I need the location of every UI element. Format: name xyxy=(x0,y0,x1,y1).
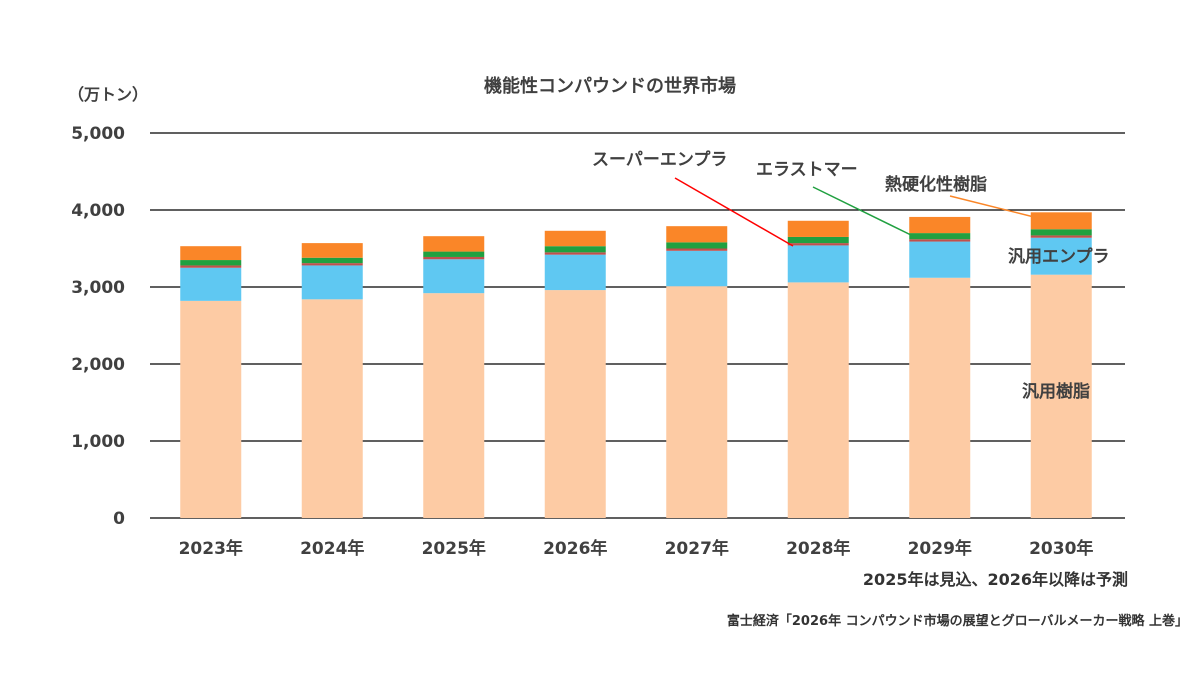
bar-segment-general-engplastic xyxy=(180,267,242,301)
y-tick-label: 0 xyxy=(113,509,125,529)
y-tick-label: 3,000 xyxy=(71,278,125,298)
bar-segment-super-engplastic xyxy=(787,243,849,246)
series-label: エラストマー xyxy=(756,160,858,180)
series-label: スーパーエンプラ xyxy=(592,149,727,170)
x-tick-label: 2025年 xyxy=(422,538,486,559)
x-tick-label: 2024年 xyxy=(300,538,364,559)
bar-segment-elastomer xyxy=(180,260,242,266)
bar-segment-elastomer xyxy=(666,242,728,249)
source-note: 富士経済「2026年 コンパウンド市場の展望とグローバルメーカー戦略 上巻」 xyxy=(727,613,1188,629)
x-tick-label: 2026年 xyxy=(543,538,607,559)
bar-segment-general-resin xyxy=(544,290,606,518)
bar-segment-general-engplastic xyxy=(666,250,728,287)
bar-segment-general-engplastic xyxy=(909,241,971,278)
bar-segment-thermoset xyxy=(666,226,728,243)
y-tick-label: 1,000 xyxy=(71,432,125,452)
series-annotations: スーパーエンプラエラストマー熱硬化性樹脂汎用エンプラ汎用樹脂 xyxy=(592,149,1110,402)
bar-segment-general-resin xyxy=(666,286,728,518)
bar-segment-thermoset xyxy=(423,236,485,252)
series-label: 汎用エンプラ xyxy=(1008,246,1110,267)
bar-segment-elastomer xyxy=(787,236,849,244)
bar-segment-general-resin xyxy=(787,282,849,518)
series-label: 熱硬化性樹脂 xyxy=(885,174,987,195)
bar-segment-thermoset xyxy=(909,216,971,234)
bar-segment-thermoset xyxy=(787,220,849,237)
y-axis-ticks: 0 1,000 2,000 3,000 4,000 5,000 xyxy=(71,124,125,529)
bar-segment-thermoset xyxy=(180,246,242,261)
forecast-note: 2025年は見込、2026年以降は予測 xyxy=(863,570,1128,589)
bar-segment-super-engplastic xyxy=(423,256,485,260)
bar-segment-general-engplastic xyxy=(544,254,606,291)
bar-segment-elastomer xyxy=(909,233,971,240)
bar-segment-general-resin xyxy=(909,277,971,518)
annotation-leader-line xyxy=(674,177,794,247)
chart-title: 機能性コンパウンドの世界市場 xyxy=(484,75,736,97)
x-tick-label: 2029年 xyxy=(908,538,972,559)
bar-segment-super-engplastic xyxy=(909,239,971,242)
bar-segment-elastomer xyxy=(423,251,485,257)
bar-segment-general-engplastic xyxy=(1030,237,1092,275)
bar-segment-super-engplastic xyxy=(180,265,242,268)
bar-segment-elastomer xyxy=(301,257,363,264)
bar-segment-super-engplastic xyxy=(544,252,606,255)
bar-segment-general-resin xyxy=(1030,274,1092,518)
bar-segment-thermoset xyxy=(301,243,363,258)
bar-segment-super-engplastic xyxy=(1030,235,1092,238)
x-tick-label: 2023年 xyxy=(179,538,243,559)
y-axis-unit-label: （万トン） xyxy=(68,85,148,104)
bar-segment-general-engplastic xyxy=(787,245,849,283)
annotation-leader-line xyxy=(812,186,914,237)
bar-segment-general-engplastic xyxy=(301,265,363,300)
x-axis-ticks: 2023年 2024年 2025年 2026年 2027年 2028年 2029年 2030年 xyxy=(179,538,1094,559)
series-label: 汎用樹脂 xyxy=(1022,381,1090,402)
bar-segment-super-engplastic xyxy=(301,263,363,266)
x-tick-label: 2027年 xyxy=(665,538,729,559)
annotation-leader-line xyxy=(949,195,1035,218)
bar-segment-general-engplastic xyxy=(423,259,485,294)
bars xyxy=(180,212,1092,518)
x-tick-label: 2028年 xyxy=(786,538,850,559)
y-tick-label: 2,000 xyxy=(71,355,125,375)
bar-segment-general-resin xyxy=(423,293,485,518)
bar-segment-general-resin xyxy=(180,300,242,518)
bar-segment-general-resin xyxy=(301,299,363,518)
y-tick-label: 5,000 xyxy=(71,124,125,144)
y-tick-label: 4,000 xyxy=(71,201,125,221)
bar-segment-elastomer xyxy=(544,246,606,253)
bar-segment-thermoset xyxy=(544,230,606,247)
bar-segment-thermoset xyxy=(1030,212,1092,230)
bar-segment-super-engplastic xyxy=(666,248,728,251)
x-tick-label: 2030年 xyxy=(1029,538,1093,559)
bar-segment-elastomer xyxy=(1030,229,1092,236)
